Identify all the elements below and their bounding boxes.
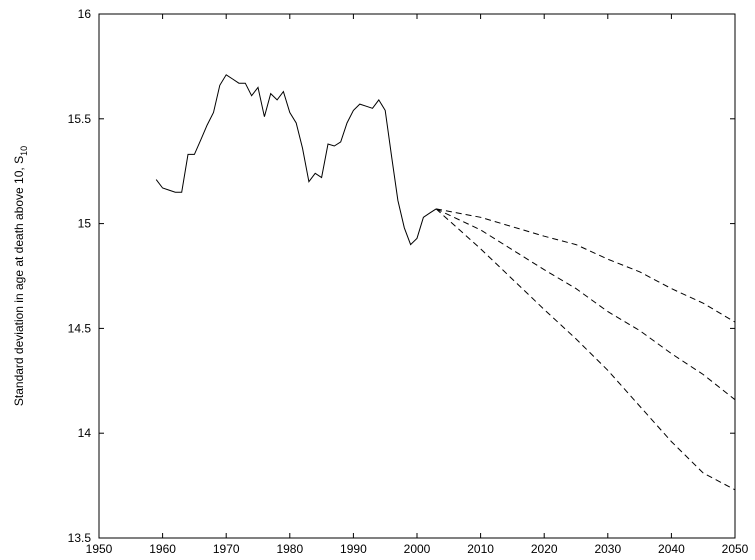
y-tick-label: 15.5 — [68, 112, 92, 126]
y-axis-label-subscript: 10 — [19, 146, 29, 156]
series-line-2 — [436, 208, 736, 323]
y-tick-label: 13.5 — [68, 531, 92, 545]
x-tick-label: 1980 — [276, 542, 303, 556]
x-tick-label: 1990 — [340, 542, 367, 556]
axis-ticks — [98, 13, 736, 539]
x-tick-label: 2030 — [594, 542, 621, 556]
y-tick-label: 16 — [78, 7, 92, 21]
x-tick-label: 1950 — [86, 542, 113, 556]
y-axis-label-main: Standard deviation in age at death above… — [12, 156, 26, 406]
series-group — [155, 74, 736, 491]
y-tick-label: 14.5 — [68, 321, 92, 335]
x-tick-label: 2010 — [467, 542, 494, 556]
y-tick-labels: 13.5 14 14.5 15 15.5 16 — [68, 7, 92, 545]
x-tick-label: 2000 — [404, 542, 431, 556]
series-line-3 — [435, 208, 736, 401]
y-tick-label: 14 — [78, 426, 92, 440]
x-tick-label: 2020 — [531, 542, 558, 556]
x-tick-label: 1960 — [149, 542, 176, 556]
series-line-4 — [435, 208, 736, 491]
x-tick-label: 1970 — [213, 542, 240, 556]
x-tick-label: 2050 — [722, 542, 749, 556]
y-axis-label: Standard deviation in age at death above… — [12, 146, 29, 406]
series-line-1 — [155, 74, 437, 246]
plot-frame — [98, 13, 736, 539]
x-tick-label: 2040 — [658, 542, 685, 556]
y-tick-label: 15 — [78, 217, 92, 231]
x-tick-labels: 1950 1960 1970 1980 1990 2000 2010 2020 2030 2040… — [86, 542, 749, 556]
